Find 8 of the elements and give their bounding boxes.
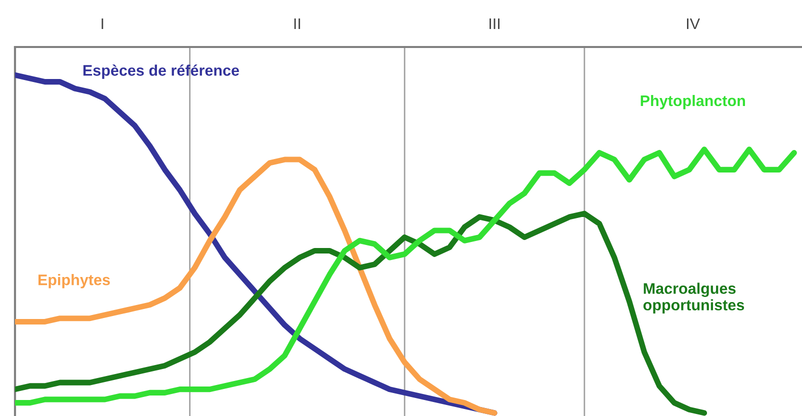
series-label: Macroalgues opportunistes [643, 282, 744, 314]
text: Phytoplancton [640, 94, 745, 110]
text: II [294, 18, 300, 29]
series-label: Espèces de référence [83, 64, 240, 79]
text: IV [687, 18, 700, 29]
text: I [102, 18, 104, 29]
text: III [490, 18, 500, 29]
series-label: Epiphytes [38, 274, 110, 288]
